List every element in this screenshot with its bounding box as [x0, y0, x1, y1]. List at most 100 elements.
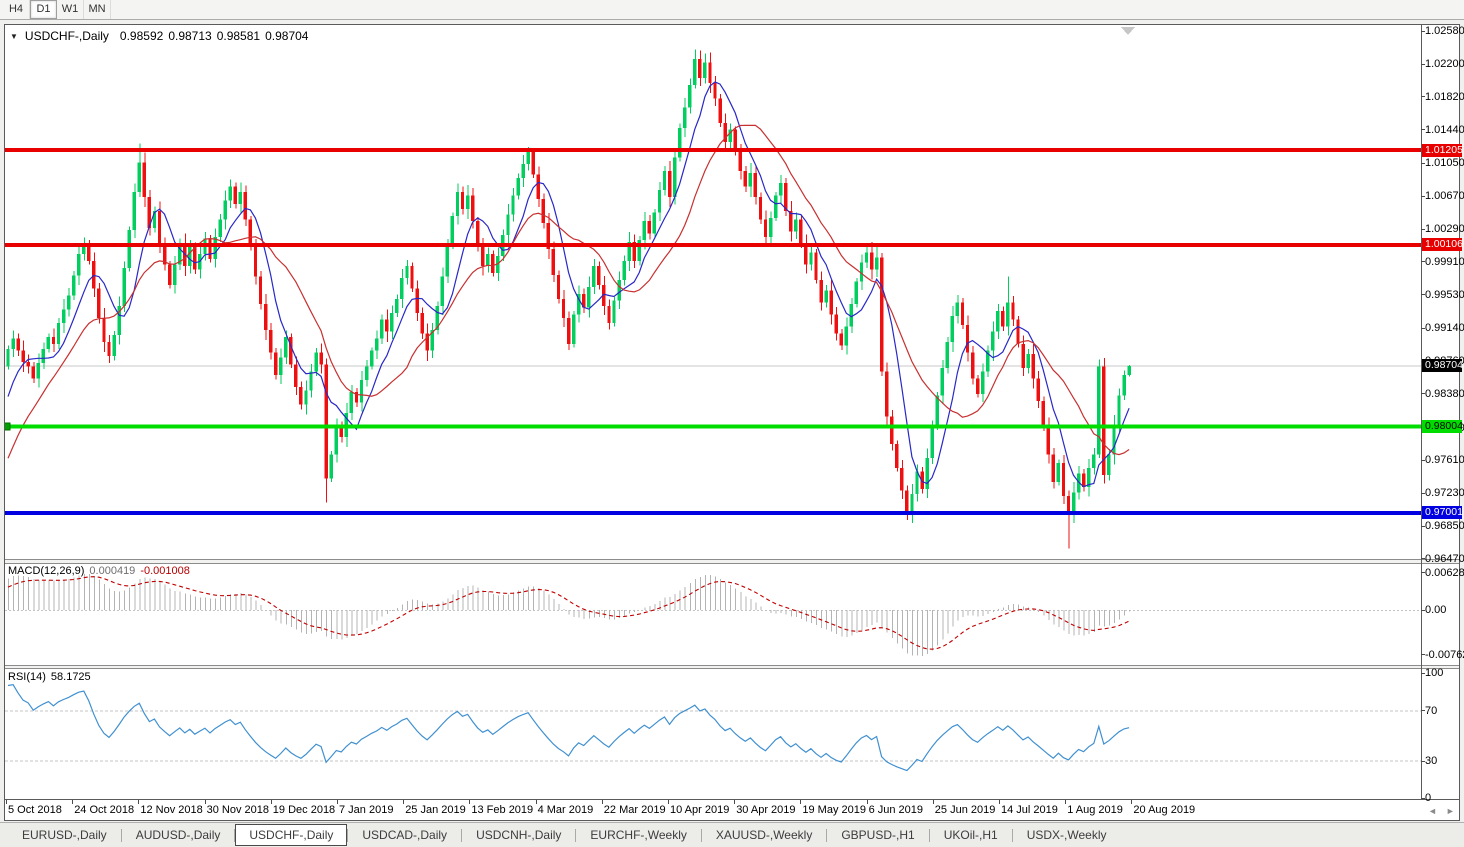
- candle: [455, 191, 460, 217]
- timeframe-button-h4[interactable]: H4: [3, 0, 30, 19]
- candle: [546, 222, 551, 249]
- tab-usdchf-daily[interactable]: USDCHF-,Daily: [235, 823, 348, 846]
- candle: [1046, 426, 1050, 455]
- candle: [289, 336, 293, 365]
- candle: [208, 238, 212, 260]
- candle: [925, 457, 929, 489]
- candle: [753, 172, 758, 198]
- candle: [405, 266, 409, 279]
- candle: [71, 275, 76, 296]
- tab-audusd-daily[interactable]: AUDUSD-,Daily: [135, 828, 221, 842]
- time-axis-label: 22 Mar 2019: [603, 804, 666, 816]
- price-axis-label: 0.98380: [1425, 387, 1464, 400]
- candle: [667, 171, 672, 198]
- ohlc-open: 0.98592: [119, 29, 164, 43]
- hlines-layer: [5, 27, 1421, 515]
- candle: [6, 349, 10, 367]
- candle: [425, 333, 429, 351]
- tab-usdcad-daily[interactable]: USDCAD-,Daily: [362, 828, 448, 842]
- ohlc-low: 0.98581: [216, 29, 261, 43]
- price-axis-label: 0.96470: [1425, 552, 1464, 565]
- rsi-axis-label: 70: [1425, 704, 1438, 717]
- candle: [228, 186, 232, 201]
- timeframe-button-d1[interactable]: D1: [30, 0, 57, 19]
- rsi-indicator-label: RSI(14): [8, 671, 46, 683]
- candle: [960, 302, 965, 325]
- tab-scroll-arrows: ◄ ►: [1428, 806, 1455, 816]
- hline-price-label-1.00106[interactable]: 1.00106: [1422, 238, 1463, 252]
- candle: [481, 247, 485, 267]
- price-axis-label: 0.97610: [1425, 454, 1464, 467]
- symbol-tab-bar: EURUSD-,Daily AUDUSD-,Daily USDCHF-,Daily U…: [0, 822, 1464, 847]
- candle: [167, 264, 172, 286]
- tab-eurusd-daily[interactable]: EURUSD-,Daily: [22, 828, 107, 842]
- candle: [415, 288, 419, 313]
- time-axis-tick: [469, 800, 471, 804]
- time-axis-label: 24 Oct 2018: [74, 804, 135, 816]
- candle: [61, 309, 66, 324]
- scroll-right-icon[interactable]: ►: [1445, 806, 1455, 816]
- candle: [965, 324, 970, 353]
- hline-price-label-0.98004[interactable]: 0.98004: [1422, 419, 1463, 433]
- candle: [1087, 468, 1091, 488]
- candle: [410, 266, 414, 289]
- candle: [834, 314, 838, 334]
- candle: [152, 210, 157, 229]
- time-axis-label: 19 May 2019: [802, 804, 866, 816]
- candle: [657, 190, 662, 213]
- resistance-line-1.01205: [5, 148, 1421, 152]
- timeframe-button-w1[interactable]: W1: [57, 0, 84, 19]
- tab-xauusd-weekly[interactable]: XAUUSD-,Weekly: [715, 828, 813, 842]
- timeframe-button-mn[interactable]: MN: [84, 0, 111, 19]
- price-axis-label: 1.02580: [1425, 25, 1464, 38]
- candle: [16, 338, 20, 351]
- price-axis-label: 1.01820: [1425, 90, 1464, 103]
- candle: [804, 243, 808, 265]
- chevron-down-icon[interactable]: ▼: [10, 31, 18, 41]
- candle: [132, 191, 136, 230]
- candle: [839, 333, 843, 346]
- axis-tick: [1421, 526, 1425, 527]
- candle: [319, 352, 323, 365]
- candle: [253, 247, 258, 277]
- current-price-label: 0.98704: [1422, 359, 1463, 373]
- candle: [354, 392, 359, 403]
- time-axis-label: 14 Jul 2019: [1001, 804, 1058, 816]
- scroll-left-icon[interactable]: ◄: [1428, 806, 1437, 816]
- candle: [1076, 473, 1081, 493]
- tab-ukoil-h1[interactable]: UKOil-,H1: [943, 828, 998, 842]
- candle: [723, 122, 727, 142]
- line-drag-handle: [5, 422, 11, 431]
- tab-gbpusd-h1[interactable]: GBPUSD-,H1: [841, 828, 915, 842]
- time-axis-label: 30 Nov 2018: [206, 804, 269, 816]
- candle: [1051, 454, 1056, 482]
- hline-price-label-0.97001[interactable]: 0.97001: [1422, 506, 1463, 520]
- candle: [768, 217, 773, 237]
- hline-price-label-1.01205[interactable]: 1.01205: [1422, 143, 1463, 157]
- candle: [435, 305, 439, 331]
- support-line-0.97001: [5, 510, 1421, 515]
- chart-canvas[interactable]: [5, 25, 1459, 820]
- candle: [612, 300, 616, 324]
- macd-axis-label: 0.00: [1425, 604, 1447, 616]
- price-axis-label: 1.00670: [1425, 190, 1464, 203]
- candle: [1016, 319, 1020, 344]
- candle: [359, 380, 364, 403]
- ohlc-close: 0.98704: [265, 29, 309, 43]
- candle: [713, 83, 717, 99]
- candle: [486, 254, 490, 267]
- tab-usdx-weekly[interactable]: USDX-,Weekly: [1026, 828, 1107, 842]
- candle: [56, 323, 61, 344]
- candle: [213, 236, 217, 260]
- tab-eurchf-weekly[interactable]: EURCHF-,Weekly: [590, 828, 687, 842]
- candle: [329, 454, 333, 479]
- tab-separator: [700, 828, 702, 842]
- candle: [51, 336, 56, 344]
- candle: [511, 195, 515, 215]
- timeframe-toolbar: H4 D1 W1 MN: [0, 0, 1464, 20]
- tab-usdcnh-daily[interactable]: USDCNH-,Daily: [476, 828, 562, 842]
- candle: [582, 293, 586, 308]
- candle: [617, 279, 621, 301]
- candle: [324, 364, 328, 479]
